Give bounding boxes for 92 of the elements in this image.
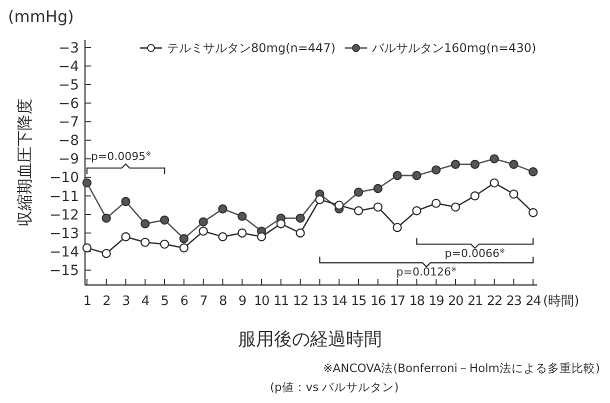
point: [102, 214, 111, 223]
point: [218, 204, 228, 214]
point: [412, 206, 422, 216]
point: [160, 215, 170, 225]
point: [238, 212, 247, 221]
point: [412, 170, 422, 180]
point: [432, 198, 441, 208]
y-tick-label: −5: [58, 77, 79, 94]
point: [354, 188, 364, 197]
y-tick-label: −14: [49, 244, 80, 260]
point: [490, 154, 499, 164]
legend-label: テルミサルタン80mg(n=447): [167, 41, 336, 56]
y-tick-label: −4: [58, 58, 80, 75]
x-tick-label: 17: [390, 294, 406, 309]
x-tick-label: 24: [526, 294, 542, 309]
annotation: p=0.0095$^{※}$: [90, 150, 152, 164]
point: [140, 238, 150, 247]
x-tick-label: 8: [218, 294, 227, 309]
point: [218, 232, 228, 242]
point: [392, 170, 402, 180]
point: [179, 243, 189, 252]
x-tick-label: 18: [409, 294, 425, 309]
x-tick-label: 11: [273, 294, 289, 309]
point: [450, 202, 460, 212]
legend-label: バルサルタン160mg(n=430): [371, 41, 536, 56]
point: [296, 228, 305, 238]
x-tick-label: 22: [486, 294, 502, 309]
point: [121, 232, 130, 242]
x-tick-label: 3: [122, 294, 130, 309]
text: (時間): [543, 294, 580, 309]
point: [82, 178, 92, 188]
point: [354, 206, 364, 216]
x-tick-label: 5: [160, 294, 169, 309]
x-tick-label: 2: [102, 294, 110, 309]
y-tick-label: −13: [49, 226, 79, 242]
y-tick-label: −8: [58, 133, 79, 150]
x-tick-label: 1: [83, 294, 92, 309]
text: (p値：vs バルサルタン): [270, 380, 399, 394]
point: [373, 184, 383, 194]
point: [509, 189, 518, 199]
y-tick-label: −12: [49, 207, 79, 224]
x-tick-label: 15: [351, 294, 367, 309]
point: [82, 243, 92, 252]
x-tick-label: 4: [141, 294, 150, 309]
x-tick-label: 20: [448, 294, 464, 309]
annotation: p=0.0126$^{※}$: [396, 266, 457, 279]
point: [490, 178, 499, 188]
x-tick-label: 6: [180, 294, 188, 309]
x-tick-label: 19: [428, 294, 444, 309]
point: [121, 196, 130, 206]
x-tick-label: 12: [292, 294, 308, 309]
x-tick-label: 14: [332, 294, 348, 309]
x-tick-label: 7: [200, 294, 208, 309]
point: [315, 195, 324, 204]
y-axis-title: 収縮期血圧下降度: [15, 98, 34, 226]
point: [528, 167, 538, 176]
x-tick-label: 9: [238, 294, 246, 309]
point: [198, 217, 208, 226]
point: [470, 191, 480, 201]
point: [450, 160, 460, 169]
x-tick-label: 23: [506, 294, 522, 309]
point: [256, 232, 266, 242]
y-tick-label: −3: [58, 40, 79, 56]
y-tick-label: −10: [49, 170, 79, 186]
point: [509, 160, 518, 169]
y-tick-label: −6: [58, 96, 80, 112]
y-tick-label: −7: [58, 114, 79, 131]
y-tick-label: −15: [49, 263, 79, 280]
point: [432, 165, 441, 175]
x-tick-label: 10: [254, 294, 270, 309]
y-tick-label: −11: [49, 188, 79, 205]
point: [296, 214, 305, 223]
annotation: p=0.0066$^{※}$: [444, 247, 506, 260]
point: [198, 226, 208, 236]
point: [179, 234, 189, 244]
x-tick-label: 13: [312, 294, 328, 309]
point: [373, 202, 383, 212]
x-axis-title: 服用後の経過時間: [238, 329, 382, 350]
point: [528, 208, 538, 218]
point: [276, 219, 286, 228]
point: [470, 160, 480, 169]
point: [102, 248, 111, 258]
x-tick-label: 16: [370, 294, 386, 309]
point: [160, 240, 170, 249]
text: ※ANCOVA法(Bonferroni－Holm法による多重比較): [323, 361, 600, 375]
point: [140, 219, 150, 228]
x-tick-label: 21: [467, 294, 483, 309]
point: [334, 200, 344, 210]
y-tick-label: −9: [58, 152, 79, 168]
text: (mmHg): [8, 7, 74, 26]
point: [392, 222, 402, 232]
point: [238, 228, 247, 238]
